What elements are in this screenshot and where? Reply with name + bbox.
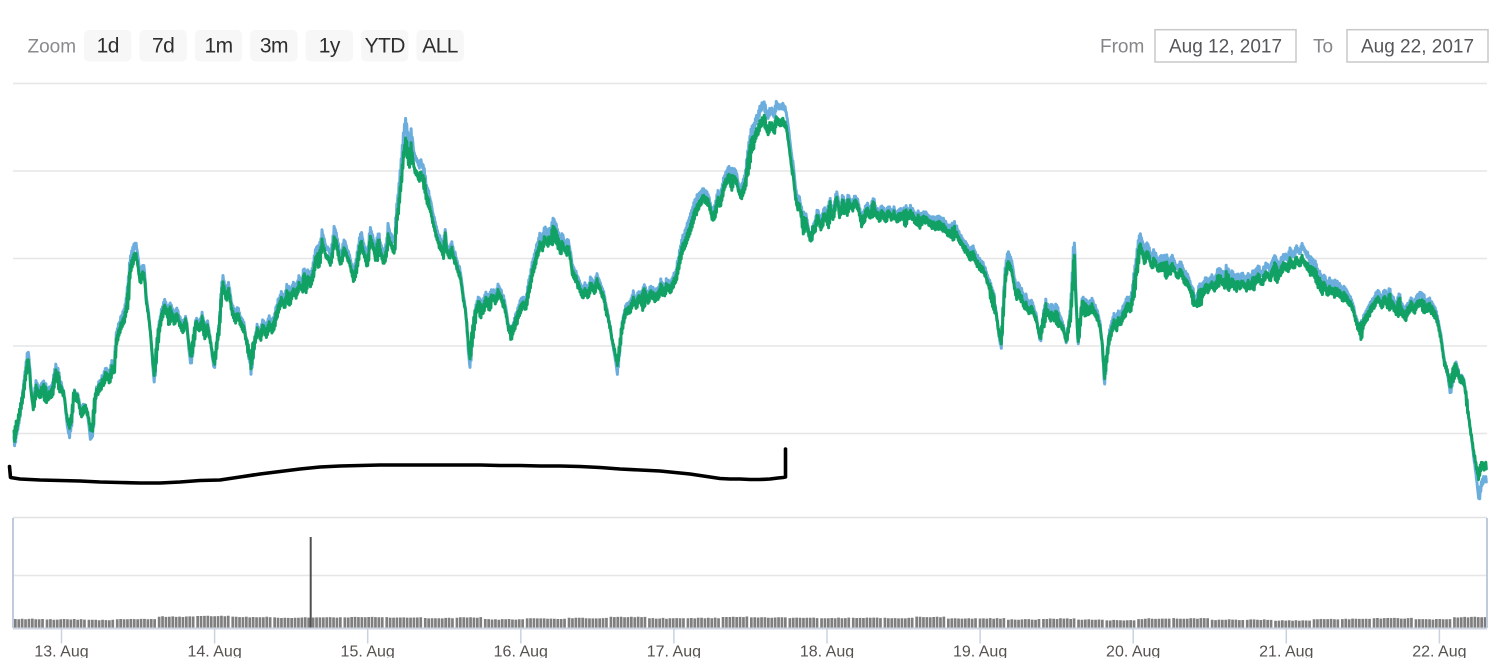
- svg-text:Zoom: Zoom: [28, 37, 77, 58]
- svg-text:From: From: [1100, 37, 1144, 58]
- svg-text:1d: 1d: [97, 35, 119, 58]
- svg-text:7d: 7d: [152, 35, 174, 58]
- svg-text:To: To: [1313, 37, 1333, 58]
- svg-text:17. Aug: 17. Aug: [647, 644, 701, 658]
- svg-text:1m: 1m: [205, 35, 233, 58]
- svg-text:20. Aug: 20. Aug: [1106, 644, 1160, 658]
- svg-text:19. Aug: 19. Aug: [953, 644, 1007, 658]
- svg-text:Aug 22, 2017: Aug 22, 2017: [1361, 37, 1474, 58]
- svg-text:1y: 1y: [319, 35, 341, 58]
- svg-text:3m: 3m: [260, 35, 288, 58]
- svg-text:13. Aug: 13. Aug: [34, 644, 88, 658]
- svg-text:22. Aug: 22. Aug: [1412, 644, 1466, 658]
- svg-text:21. Aug: 21. Aug: [1259, 644, 1313, 658]
- svg-text:ALL: ALL: [422, 35, 458, 58]
- svg-text:YTD: YTD: [365, 35, 406, 58]
- svg-text:18. Aug: 18. Aug: [800, 644, 854, 658]
- svg-text:16. Aug: 16. Aug: [494, 644, 548, 658]
- svg-text:Aug 12, 2017: Aug 12, 2017: [1169, 37, 1282, 58]
- svg-text:14. Aug: 14. Aug: [187, 644, 241, 658]
- svg-text:15. Aug: 15. Aug: [341, 644, 395, 658]
